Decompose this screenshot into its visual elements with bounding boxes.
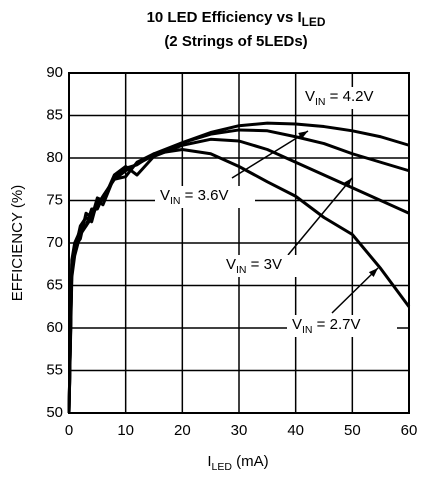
series-label-rest: = 2.7V: [313, 316, 361, 333]
annotation-bg: [287, 315, 397, 337]
y-tick-label: 65: [46, 276, 63, 293]
x-tick-label: 0: [65, 422, 73, 439]
y-tick-label: 80: [46, 149, 63, 166]
x-tick-label: 60: [401, 422, 418, 439]
series-label: VIN = 3.6V: [160, 187, 228, 207]
annotation-arrow: [331, 267, 379, 314]
series-label-rest: = 3V: [247, 256, 282, 273]
chart-title-main: 10 LED Efficiency vs I: [147, 9, 302, 26]
y-tick-label: 55: [46, 361, 63, 378]
x-tick-label: 10: [117, 422, 134, 439]
x-tick-label: 30: [231, 422, 248, 439]
y-tick-label: 85: [46, 106, 63, 123]
arrow-head: [368, 268, 378, 278]
annotation-bg: [222, 255, 302, 277]
annotation-arrow: [287, 177, 353, 256]
x-axis-label-main: I: [207, 453, 211, 470]
chart-title-sub: LED: [302, 15, 326, 29]
y-tick-label: 50: [46, 404, 63, 421]
series-label-main: V: [305, 88, 315, 105]
series-label-sub: IN: [302, 324, 313, 336]
chart-title: 10 LED Efficiency vs ILED: [147, 9, 326, 29]
y-tick-label: 70: [46, 234, 63, 251]
series-label-sub: IN: [315, 96, 326, 108]
annotation-bg: [155, 186, 255, 208]
series-label: VIN = 3V: [226, 256, 282, 276]
series-label-sub: IN: [170, 195, 181, 207]
x-tick-label: 40: [287, 422, 304, 439]
x-axis-label-sub: LED: [212, 461, 233, 473]
series-line: [67, 148, 411, 414]
series-line: [67, 128, 410, 414]
series-label: VIN = 2.7V: [292, 316, 360, 336]
y-tick-label: 90: [46, 64, 63, 81]
series-label-main: V: [292, 316, 302, 333]
arrow-head: [298, 131, 308, 139]
series-label-rest: = 4.2V: [326, 88, 374, 105]
x-tick-label: 20: [174, 422, 191, 439]
series-label: VIN = 4.2V: [305, 88, 373, 108]
plot-frame: [68, 72, 410, 414]
x-axis-label-rest: (mA): [232, 453, 269, 470]
annotation-arrow: [231, 130, 309, 179]
y-tick-label: 75: [46, 191, 63, 208]
series-label-sub: IN: [236, 264, 247, 276]
x-axis-label: ILED (mA): [207, 453, 268, 473]
series-label-main: V: [226, 256, 236, 273]
y-axis-label: EFFICIENCY (%): [9, 185, 26, 301]
series-label-main: V: [160, 187, 170, 204]
series-label-rest: = 3.6V: [181, 187, 229, 204]
annotation-bg: [300, 87, 405, 109]
y-tick-label: 60: [46, 319, 63, 336]
x-tick-label: 50: [344, 422, 361, 439]
chart-subtitle: (2 Strings of 5LEDs): [164, 33, 307, 50]
arrow-head: [343, 178, 352, 188]
